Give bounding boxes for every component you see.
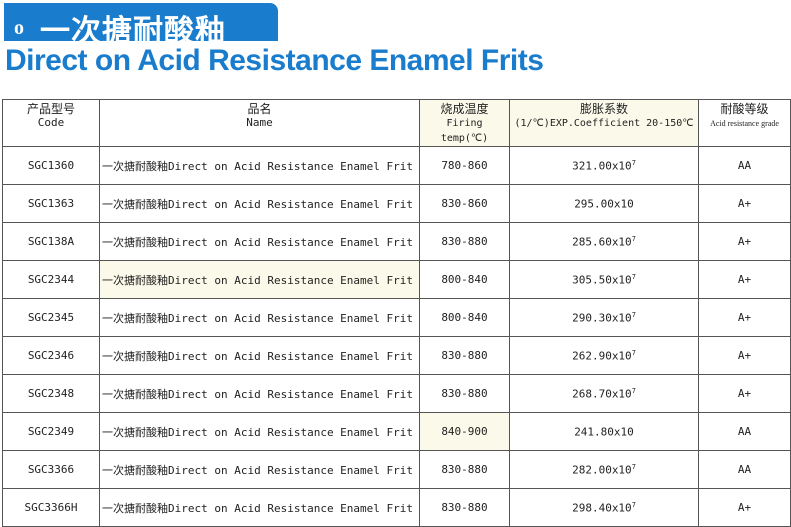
cell-name: 一次搪耐酸釉Direct on Acid Resistance Enamel F… <box>99 450 420 489</box>
cell-coef: 290.30x107 <box>509 298 699 337</box>
coef-value: 290.30x10 <box>572 311 632 325</box>
coef-value: 262.90x10 <box>572 349 632 363</box>
coef-value: 268.70x10 <box>572 387 632 401</box>
col-name-cn: 品名 <box>247 102 272 116</box>
cell-coef: 241.80x10 <box>509 412 699 451</box>
cell-coef: 295.00x10 <box>509 184 699 223</box>
cell-name: 一次搪耐酸釉Direct on Acid Resistance Enamel F… <box>99 222 420 261</box>
cell-grade: AA <box>698 412 791 451</box>
cell-name: 一次搪耐酸釉Direct on Acid Resistance Enamel F… <box>99 374 420 413</box>
cell-name: 一次搪耐酸釉Direct on Acid Resistance Enamel F… <box>99 488 420 527</box>
cell-coef: 282.00x107 <box>509 450 699 489</box>
cell-temp: 830-880 <box>419 488 510 527</box>
cell-name: 一次搪耐酸釉Direct on Acid Resistance Enamel F… <box>99 336 420 375</box>
table-row: SGC3366H 一次搪耐酸釉Direct on Acid Resistance… <box>2 488 791 527</box>
cell-code: SGC1363 <box>2 184 100 223</box>
cell-code: SGC2345 <box>2 298 100 337</box>
coef-value: 241.80x10 <box>574 425 634 439</box>
cell-temp: 830-880 <box>419 374 510 413</box>
cell-grade: A+ <box>698 336 791 375</box>
coef-exponent: 7 <box>631 348 636 357</box>
cell-coef: 298.40x107 <box>509 488 699 527</box>
col-grade-cn: 耐酸等级 <box>720 102 769 116</box>
table-row: SGC2348 一次搪耐酸釉Direct on Acid Resistance … <box>2 374 791 413</box>
title-en: Direct on Acid Resistance Enamel Frits <box>5 44 544 77</box>
coef-value: 321.00x10 <box>572 159 632 173</box>
cell-coef: 262.90x107 <box>509 336 699 375</box>
title-cn: 一次搪耐酸釉 <box>40 14 226 49</box>
cell-coef: 305.50x107 <box>509 260 699 299</box>
col-code-cn: 产品型号 <box>26 102 75 116</box>
table-row: SGC2345 一次搪耐酸釉Direct on Acid Resistance … <box>2 298 791 337</box>
cell-name: 一次搪耐酸釉Direct on Acid Resistance Enamel F… <box>99 184 420 223</box>
table-row: SGC1363 一次搪耐酸釉Direct on Acid Resistance … <box>2 184 791 223</box>
table-row: SGC2346 一次搪耐酸釉Direct on Acid Resistance … <box>2 336 791 375</box>
coef-exponent: 7 <box>631 386 636 395</box>
col-code: 产品型号 Code <box>2 99 100 147</box>
cell-grade: A+ <box>698 260 791 299</box>
cell-temp: 800-840 <box>419 298 510 337</box>
table-header-row: 产品型号 Code 品名 Name 烧成温度 Firing temp(℃) 膨胀系数 (… <box>2 99 791 147</box>
col-temp-en: Firing temp(℃) <box>440 118 489 144</box>
col-grade-en: Acid resistance grade <box>710 119 779 128</box>
coef-exponent: 7 <box>631 272 636 281</box>
coef-exponent: 7 <box>631 310 636 319</box>
cell-code: SGC3366 <box>2 450 100 489</box>
col-name-en: Name <box>246 116 273 129</box>
cell-temp: 830-880 <box>419 222 510 261</box>
cell-temp: 830-880 <box>419 450 510 489</box>
col-code-en: Code <box>37 116 65 129</box>
cell-coef: 321.00x107 <box>509 146 699 185</box>
cell-grade: AA <box>698 450 791 489</box>
col-coef-cn: 膨胀系数 <box>579 102 628 116</box>
table-row: SGC2344 一次搪耐酸釉Direct on Acid Resistance … <box>2 260 791 299</box>
table-row: SGC138A 一次搪耐酸釉Direct on Acid Resistance … <box>2 222 791 261</box>
cell-name: 一次搪耐酸釉Direct on Acid Resistance Enamel F… <box>99 412 420 451</box>
coef-exponent: 7 <box>631 158 636 167</box>
cell-grade: A+ <box>698 488 791 527</box>
cell-temp: 780-860 <box>419 146 510 185</box>
table-row: SGC1360 一次搪耐酸釉Direct on Acid Resistance … <box>2 146 791 185</box>
coef-value: 298.40x10 <box>572 501 632 515</box>
col-temp: 烧成温度 Firing temp(℃) <box>419 99 510 147</box>
title-banner: o 一次搪耐酸釉 <box>4 3 278 49</box>
cell-temp: 800-840 <box>419 260 510 299</box>
cell-grade: A+ <box>698 374 791 413</box>
product-table: 产品型号 Code 品名 Name 烧成温度 Firing temp(℃) 膨胀系数 (… <box>2 99 791 527</box>
cell-code: SGC138A <box>2 222 100 261</box>
cell-temp: 840-900 <box>419 412 510 451</box>
cell-grade: A+ <box>698 222 791 261</box>
table-row: SGC3366 一次搪耐酸釉Direct on Acid Resistance … <box>2 450 791 489</box>
cell-temp: 830-880 <box>419 336 510 375</box>
table-row: SGC2349 一次搪耐酸釉Direct on Acid Resistance … <box>2 412 791 451</box>
cell-name: 一次搪耐酸釉Direct on Acid Resistance Enamel F… <box>99 298 420 337</box>
col-name: 品名 Name <box>99 99 420 147</box>
cell-code: SGC1360 <box>2 146 100 185</box>
coef-exponent: 7 <box>631 462 636 471</box>
cell-code: SGC2344 <box>2 260 100 299</box>
cell-coef: 268.70x107 <box>509 374 699 413</box>
bullet: o <box>14 17 24 39</box>
cell-code: SGC2348 <box>2 374 100 413</box>
cell-grade: A+ <box>698 184 791 223</box>
col-coef: 膨胀系数 (1/℃)EXP.Coefficient 20-150℃ <box>509 99 699 147</box>
cell-code: SGC2346 <box>2 336 100 375</box>
col-temp-cn: 烧成温度 <box>440 102 489 116</box>
coef-value: 305.50x10 <box>572 273 632 287</box>
cell-temp: 830-860 <box>419 184 510 223</box>
coef-value: 282.00x10 <box>572 463 632 477</box>
col-coef-en: (1/℃)EXP.Coefficient 20-150℃ <box>514 118 694 129</box>
cell-code: SGC2349 <box>2 412 100 451</box>
cell-code: SGC3366H <box>2 488 100 527</box>
coef-value: 295.00x10 <box>574 197 634 211</box>
cell-name: 一次搪耐酸釉Direct on Acid Resistance Enamel F… <box>99 146 420 185</box>
col-grade: 耐酸等级 Acid resistance grade <box>698 99 791 147</box>
coef-exponent: 7 <box>631 500 636 509</box>
coef-value: 285.60x10 <box>572 235 632 249</box>
cell-grade: A+ <box>698 298 791 337</box>
coef-exponent: 7 <box>631 234 636 243</box>
cell-grade: AA <box>698 146 791 185</box>
cell-name: 一次搪耐酸釉Direct on Acid Resistance Enamel F… <box>99 260 420 299</box>
cell-coef: 285.60x107 <box>509 222 699 261</box>
